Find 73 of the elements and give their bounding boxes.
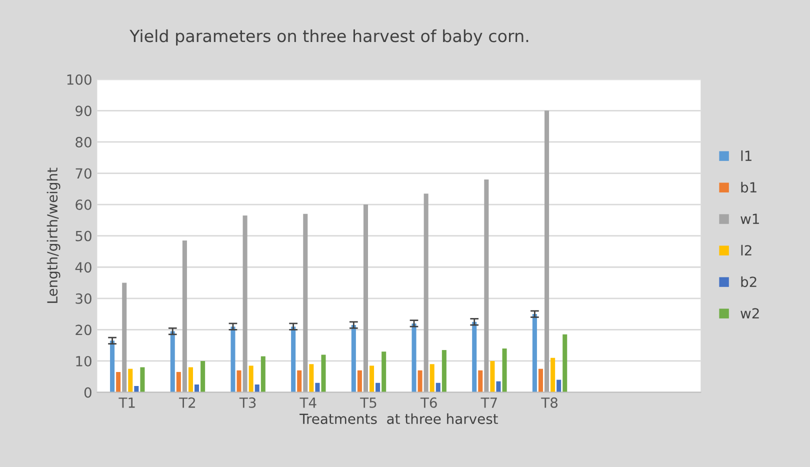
bar (502, 348, 507, 392)
bar (188, 367, 193, 392)
bar (430, 364, 434, 392)
y-tick-label: 100 (67, 74, 92, 85)
bar (478, 370, 483, 392)
x-tick-label: T5 (360, 398, 376, 408)
bar (110, 340, 115, 392)
bar (370, 366, 374, 392)
bar (363, 204, 368, 392)
y-tick-label: 0 (84, 387, 92, 398)
legend-label: w1 (740, 214, 759, 224)
bar (382, 352, 386, 392)
bar (291, 326, 296, 392)
legend-label: b2 (741, 276, 756, 288)
y-tick-label: 90 (76, 106, 92, 116)
y-tick-label: 20 (76, 324, 92, 336)
bar (532, 314, 537, 392)
y-tick-label: 30 (76, 293, 92, 304)
x-tick-label: T4 (300, 398, 316, 408)
bar (490, 360, 495, 392)
bar (562, 334, 568, 392)
bar (376, 382, 380, 392)
legend-label: l2 (741, 244, 752, 256)
y-axis-title: Length/girth/weight (46, 168, 60, 303)
y-tick-label: 40 (75, 262, 92, 273)
bar (357, 370, 362, 392)
y-tick-label: 50 (76, 230, 92, 242)
bar (236, 370, 242, 392)
bar (556, 380, 562, 392)
bar (321, 354, 326, 392)
bar (182, 240, 187, 392)
bar (140, 367, 145, 392)
bar (418, 370, 422, 392)
bar (351, 325, 356, 392)
x-tick-label: T7 (480, 398, 497, 408)
x-tick-label: T6 (420, 397, 437, 408)
bar (248, 366, 254, 392)
bar (242, 215, 248, 392)
bar (309, 364, 314, 392)
bar (436, 382, 440, 392)
bar (484, 180, 489, 392)
bar (230, 326, 236, 392)
bar (442, 350, 446, 392)
y-tick-label: 60 (76, 200, 92, 210)
bar (116, 372, 121, 392)
y-tick-label: 10 (76, 356, 92, 366)
bar (170, 331, 175, 392)
bar (303, 214, 308, 392)
legend-label: w2 (740, 308, 759, 318)
bar (544, 110, 550, 392)
x-tick-label: T2 (179, 397, 195, 408)
bar (176, 372, 181, 392)
bar (297, 370, 302, 392)
bar (412, 323, 416, 392)
y-tick-label: 80 (76, 136, 92, 148)
x-tick-label: T1 (118, 398, 135, 408)
bar (128, 368, 133, 392)
bar (472, 322, 477, 392)
bar (315, 382, 320, 392)
bar (496, 381, 501, 392)
bar (200, 360, 206, 392)
y-tick-label: 70 (76, 168, 92, 179)
x-tick-label: T8 (541, 397, 558, 408)
bar (260, 356, 266, 392)
legend-label: l1 (741, 150, 752, 161)
chart-title: Yield parameters on three harvest of baby corn. (130, 29, 528, 46)
bar (424, 194, 428, 392)
bar (550, 358, 556, 392)
bar (538, 368, 543, 392)
x-tick-label: T3 (239, 397, 256, 408)
bar (122, 282, 127, 392)
x-axis-title: Treatments at three harvest (300, 413, 498, 424)
legend-label: b1 (741, 182, 756, 193)
